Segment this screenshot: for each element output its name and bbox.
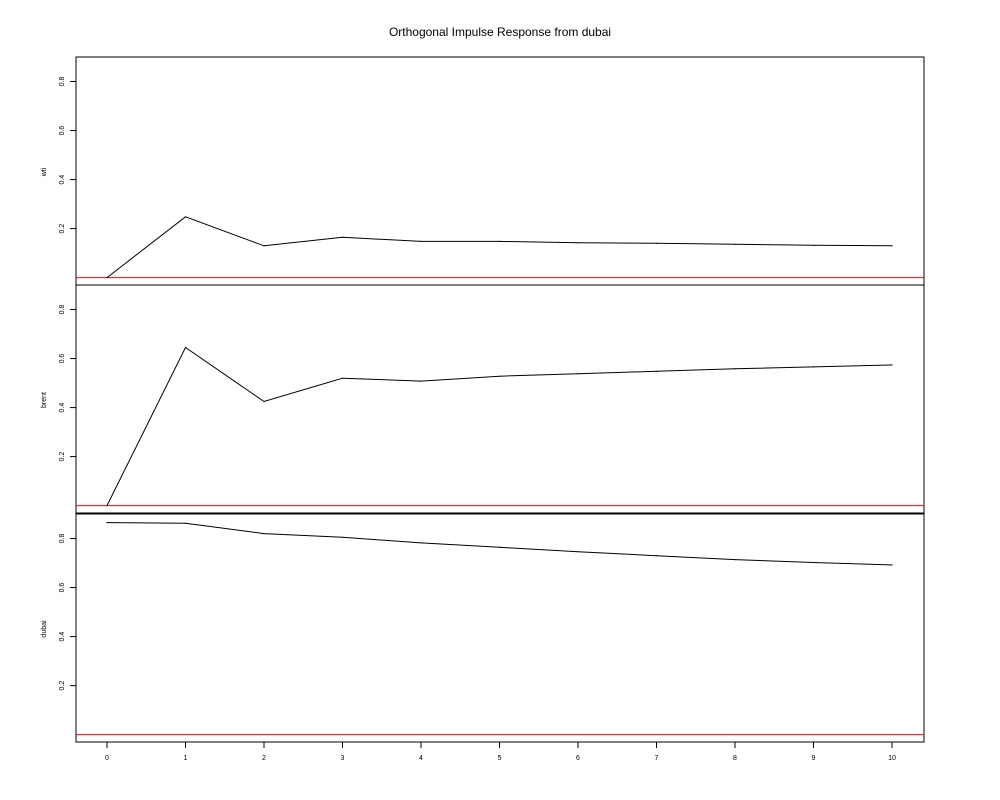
data-point-brent [891, 364, 893, 366]
x-tick-label: 4 [419, 755, 423, 762]
data-point-brent [734, 368, 736, 370]
response-line-brent [106, 346, 893, 506]
data-point-brent [184, 346, 187, 349]
y-tick-label: 0.8 [59, 77, 66, 87]
y-tick-label: 0.4 [59, 632, 66, 642]
data-point-wti [655, 242, 658, 244]
y-tick-label: 0.6 [59, 126, 66, 136]
data-point-dubai [341, 536, 344, 538]
data-point-brent [812, 366, 815, 368]
chart-title: Orthogonal Impulse Response from dubai [389, 25, 611, 39]
data-point-wti [891, 245, 893, 247]
data-point-wti [498, 240, 501, 242]
y-axis-label-dubai: dubai [41, 620, 48, 638]
data-point-wti [420, 240, 422, 242]
panel-frame [75, 284, 925, 514]
y-tick-label: 0.2 [59, 681, 66, 691]
y-axis-label-wti: wti [41, 167, 48, 177]
data-point-brent [655, 370, 658, 372]
data-point-wti [577, 242, 579, 244]
x-tick-label: 5 [498, 755, 502, 762]
panel-brent: 0.2 0.4 0.6 0.8 brent [41, 284, 925, 514]
data-point-dubai [498, 546, 501, 548]
data-point-wti [184, 216, 187, 218]
data-point-dubai [263, 533, 265, 535]
data-point-dubai [734, 559, 736, 561]
data-point-dubai [577, 551, 579, 553]
data-point-wti [812, 244, 815, 246]
data-point-brent [420, 380, 422, 382]
data-point-brent [341, 377, 344, 379]
y-tick-label: 0.6 [59, 583, 66, 593]
data-point-wti [106, 277, 108, 279]
data-point-dubai [655, 555, 658, 557]
data-point-dubai [891, 564, 893, 566]
x-tick-label: 0 [105, 755, 109, 762]
data-point-wti [263, 245, 265, 247]
x-tick-label: 10 [888, 755, 896, 762]
data-point-brent [498, 375, 501, 377]
panel-dubai: 0.2 0.4 0.6 0.8 dubai [41, 513, 925, 743]
x-tick-label: 2 [262, 755, 266, 762]
y-tick-label: 0.8 [59, 534, 66, 544]
y-tick-label: 0.4 [59, 175, 66, 185]
panel-frame [75, 513, 925, 743]
x-tick-label: 3 [341, 755, 345, 762]
y-tick-label: 0.6 [59, 354, 66, 364]
data-point-dubai [184, 522, 187, 524]
response-line-wti [106, 216, 893, 278]
data-point-brent [577, 373, 579, 375]
x-tick-label: 9 [812, 755, 816, 762]
y-tick-label: 0.4 [59, 403, 66, 413]
y-tick-label: 0.2 [59, 452, 66, 462]
data-point-dubai [420, 542, 422, 544]
data-point-brent [106, 505, 108, 507]
x-axis: 0 1 2 3 4 5 6 7 8 9 10 [105, 741, 896, 762]
x-tick-label: 8 [733, 755, 737, 762]
data-point-dubai [812, 561, 815, 564]
x-tick-label: 7 [655, 755, 659, 762]
x-tick-label: 6 [576, 755, 580, 762]
panels-group: 0.20.40.60.8wti0.20.40.60.8brent0.20.40.… [41, 56, 925, 743]
data-point-wti [341, 236, 344, 238]
panel-frame [75, 56, 925, 286]
data-point-dubai [106, 521, 108, 524]
x-tick-label: 1 [184, 755, 188, 762]
data-point-wti [734, 243, 736, 245]
y-tick-label: 0.8 [59, 305, 66, 315]
data-point-brent [263, 400, 265, 403]
response-line-dubai [106, 522, 893, 566]
panel-wti: 0.2 0.4 0.6 0.8 wti [41, 56, 925, 286]
y-tick-label: 0.2 [59, 224, 66, 234]
y-axis-label-brent: brent [41, 392, 48, 408]
